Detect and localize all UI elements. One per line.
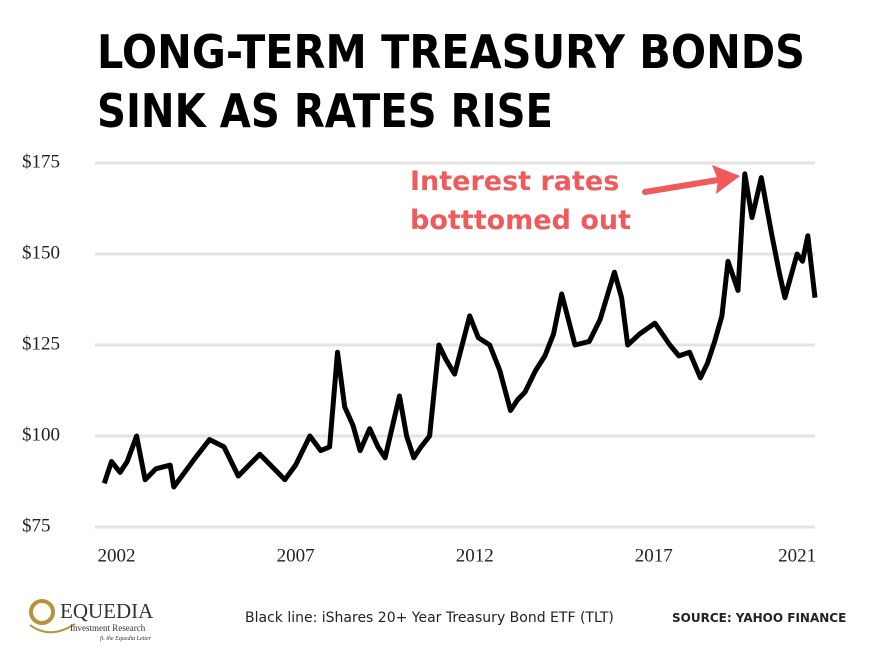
- chart-title: SINK AS RATES RISE: [97, 84, 553, 138]
- y-tick-label: $125: [22, 333, 60, 354]
- chart-title: LONG-TERM TREASURY BONDS: [97, 25, 805, 79]
- price-line: [101, 171, 818, 490]
- logo: EQUEDIA Investment Research ft. the Eque…: [29, 599, 154, 642]
- y-tick-label: $175: [22, 151, 60, 172]
- logo-swoosh: [29, 623, 76, 634]
- y-tick-label: $150: [22, 242, 60, 263]
- x-tick-label: 2021: [778, 545, 816, 566]
- logo-mark: [29, 599, 55, 625]
- annotation-arrowhead: [712, 165, 740, 194]
- x-tick-label: 2017: [635, 545, 673, 566]
- logo-subtitle: Investment Research: [70, 623, 146, 633]
- source: SOURCE: YAHOO FINANCE: [672, 611, 846, 625]
- logo-tagline: ft. the Equedia Letter: [100, 635, 152, 642]
- x-tick-label: 2012: [456, 545, 494, 566]
- plot-area: $75 $100 $125 $150 $175 2002 2007 2012 2017 2021: [22, 151, 818, 566]
- x-tick-label: 2002: [97, 545, 135, 566]
- logo-name: EQUEDIA: [60, 599, 154, 623]
- x-tick-label: 2007: [277, 545, 315, 566]
- y-tick-label: $100: [22, 424, 60, 445]
- annotation-arrow: [642, 177, 721, 195]
- annotation: botttomed out: [410, 205, 631, 236]
- caption: Black line: iShares 20+ Year Treasury Bo…: [245, 610, 614, 626]
- y-tick-label: $75: [22, 515, 51, 536]
- annotation: Interest rates: [410, 166, 619, 197]
